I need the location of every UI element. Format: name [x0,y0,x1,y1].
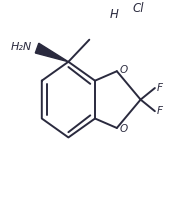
Text: O: O [120,65,128,75]
Text: Cl: Cl [133,2,144,15]
Text: H: H [110,8,118,21]
Polygon shape [35,43,68,62]
Text: F: F [157,83,163,93]
Text: F: F [157,106,163,116]
Text: H₂N: H₂N [11,42,32,52]
Text: O: O [120,124,128,134]
